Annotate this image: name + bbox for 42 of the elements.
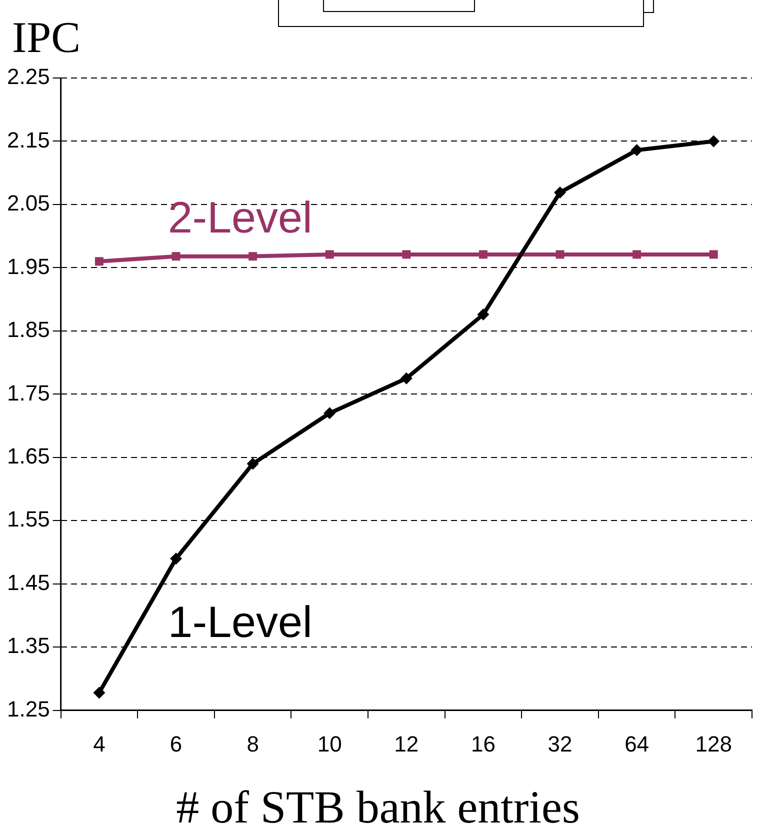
point [248, 252, 258, 261]
point [94, 257, 104, 266]
point [93, 686, 106, 699]
y-tick-label: 1.55 [6, 506, 50, 532]
point [325, 250, 334, 259]
point [630, 144, 643, 156]
x-tick-label: 6 [170, 732, 182, 757]
y-axis-title: IPC [12, 13, 80, 62]
y-tick-label: 1.45 [6, 570, 50, 595]
series-label: 2-Level [168, 193, 312, 242]
point [709, 250, 718, 259]
y-tick-label: 2.15 [6, 127, 50, 152]
point [478, 250, 488, 259]
x-tick-label: 128 [695, 732, 732, 757]
x-tick-label: 16 [470, 732, 496, 757]
y-tick-label: 2.05 [6, 190, 50, 216]
x-axis-title: # of STB bank entries [176, 781, 580, 832]
point [554, 186, 566, 198]
x-tick-label: 32 [548, 732, 572, 757]
y-tick-label: 1.35 [6, 633, 50, 658]
point [172, 252, 180, 261]
point [400, 372, 412, 384]
y-tick-label: 1.65 [6, 444, 50, 469]
y-tick-label: 1.95 [6, 254, 50, 279]
point [477, 308, 490, 321]
y-tick-label: 1.25 [6, 696, 50, 722]
point [246, 458, 259, 470]
y-tick-label: 1.75 [6, 380, 50, 406]
point [324, 407, 336, 420]
x-tick-label: 8 [246, 732, 259, 757]
point [708, 135, 720, 148]
y-tick-label: 2.25 [6, 64, 50, 90]
point [170, 552, 182, 565]
x-tick-label: 64 [624, 732, 650, 757]
x-tick-label: 12 [394, 732, 419, 757]
point [556, 250, 564, 259]
series-label: 1-Level [168, 598, 312, 648]
y-tick-label: 1.85 [6, 317, 50, 342]
point [632, 250, 642, 259]
x-tick-label: 4 [93, 732, 106, 757]
point [402, 250, 411, 259]
x-tick-label: 10 [317, 732, 342, 757]
